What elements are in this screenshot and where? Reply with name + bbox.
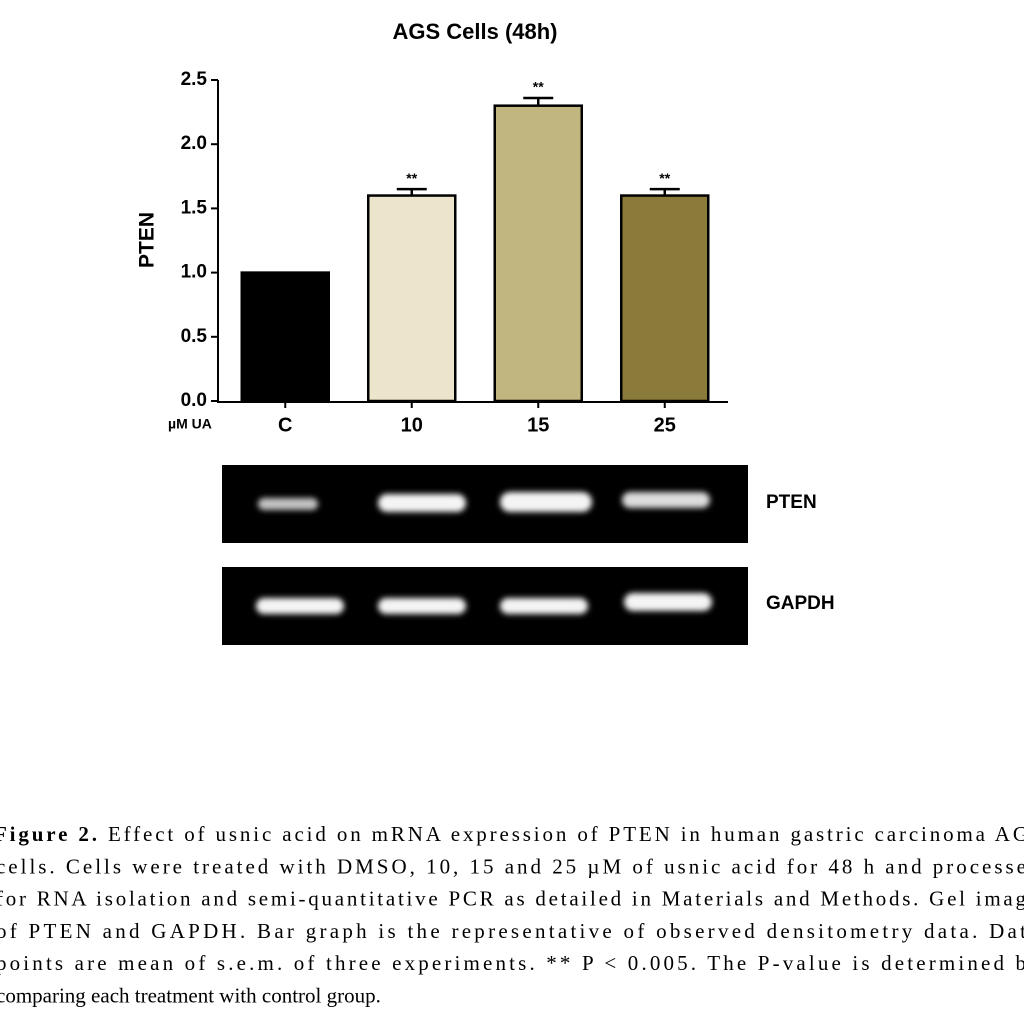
- y-tick-label: 1.5: [181, 197, 208, 218]
- y-axis-label: PTEN: [136, 212, 159, 268]
- caption-text: points are mean of s.e.m. of three exper…: [0, 951, 1024, 975]
- y-tick-label: 2.5: [181, 69, 208, 90]
- caption-text: Effect of usnic acid on mRNA expression …: [108, 822, 1024, 846]
- caption-label: Figure 2.: [0, 822, 97, 846]
- significance-label: **: [533, 79, 544, 95]
- y-tick-label: 1.0: [181, 262, 207, 283]
- x-tick-label: 25: [654, 414, 676, 436]
- caption-text: comparing each treatment with control gr…: [0, 983, 381, 1007]
- caption-line: Figure 2. Effect of usnic acid on mRNA e…: [0, 822, 1024, 846]
- gel-image: [222, 465, 748, 645]
- caption-line: cells. Cells were treated with DMSO, 10,…: [0, 854, 1024, 878]
- caption-text: for RNA isolation and semi-quantitative …: [0, 886, 1024, 910]
- y-tick-label: 0.5: [181, 326, 208, 347]
- x-tick-label: 10: [401, 414, 423, 436]
- x-tick-label: 15: [527, 414, 549, 436]
- caption-line: points are mean of s.e.m. of three exper…: [0, 951, 1024, 975]
- bar: [367, 194, 457, 403]
- x-tick-label: C: [278, 414, 292, 436]
- x-axis-label: µM UA: [168, 416, 212, 432]
- caption-line: of PTEN and GAPDH. Bar graph is the repr…: [0, 919, 1024, 943]
- gel-label: PTEN: [766, 492, 817, 513]
- caption-line: for RNA isolation and semi-quantitative …: [0, 886, 1024, 910]
- gel-label: GAPDH: [766, 593, 835, 614]
- bar: [493, 104, 583, 403]
- error-bar: [523, 96, 554, 106]
- caption: Figure 2. Effect of usnic acid on mRNA e…: [0, 822, 1024, 1008]
- y-tick-label: 2.0: [181, 133, 207, 154]
- bar: [240, 271, 330, 403]
- significance-label: **: [659, 170, 670, 186]
- chart-title: AGS Cells (48h): [392, 19, 557, 44]
- significance-label: **: [406, 170, 417, 186]
- caption-text: of PTEN and GAPDH. Bar graph is the repr…: [0, 919, 1024, 943]
- bar: [620, 194, 710, 403]
- caption-line: comparing each treatment with control gr…: [0, 983, 381, 1007]
- caption-text: cells. Cells were treated with DMSO, 10,…: [0, 854, 1024, 878]
- y-tick-label: 0.0: [181, 390, 207, 411]
